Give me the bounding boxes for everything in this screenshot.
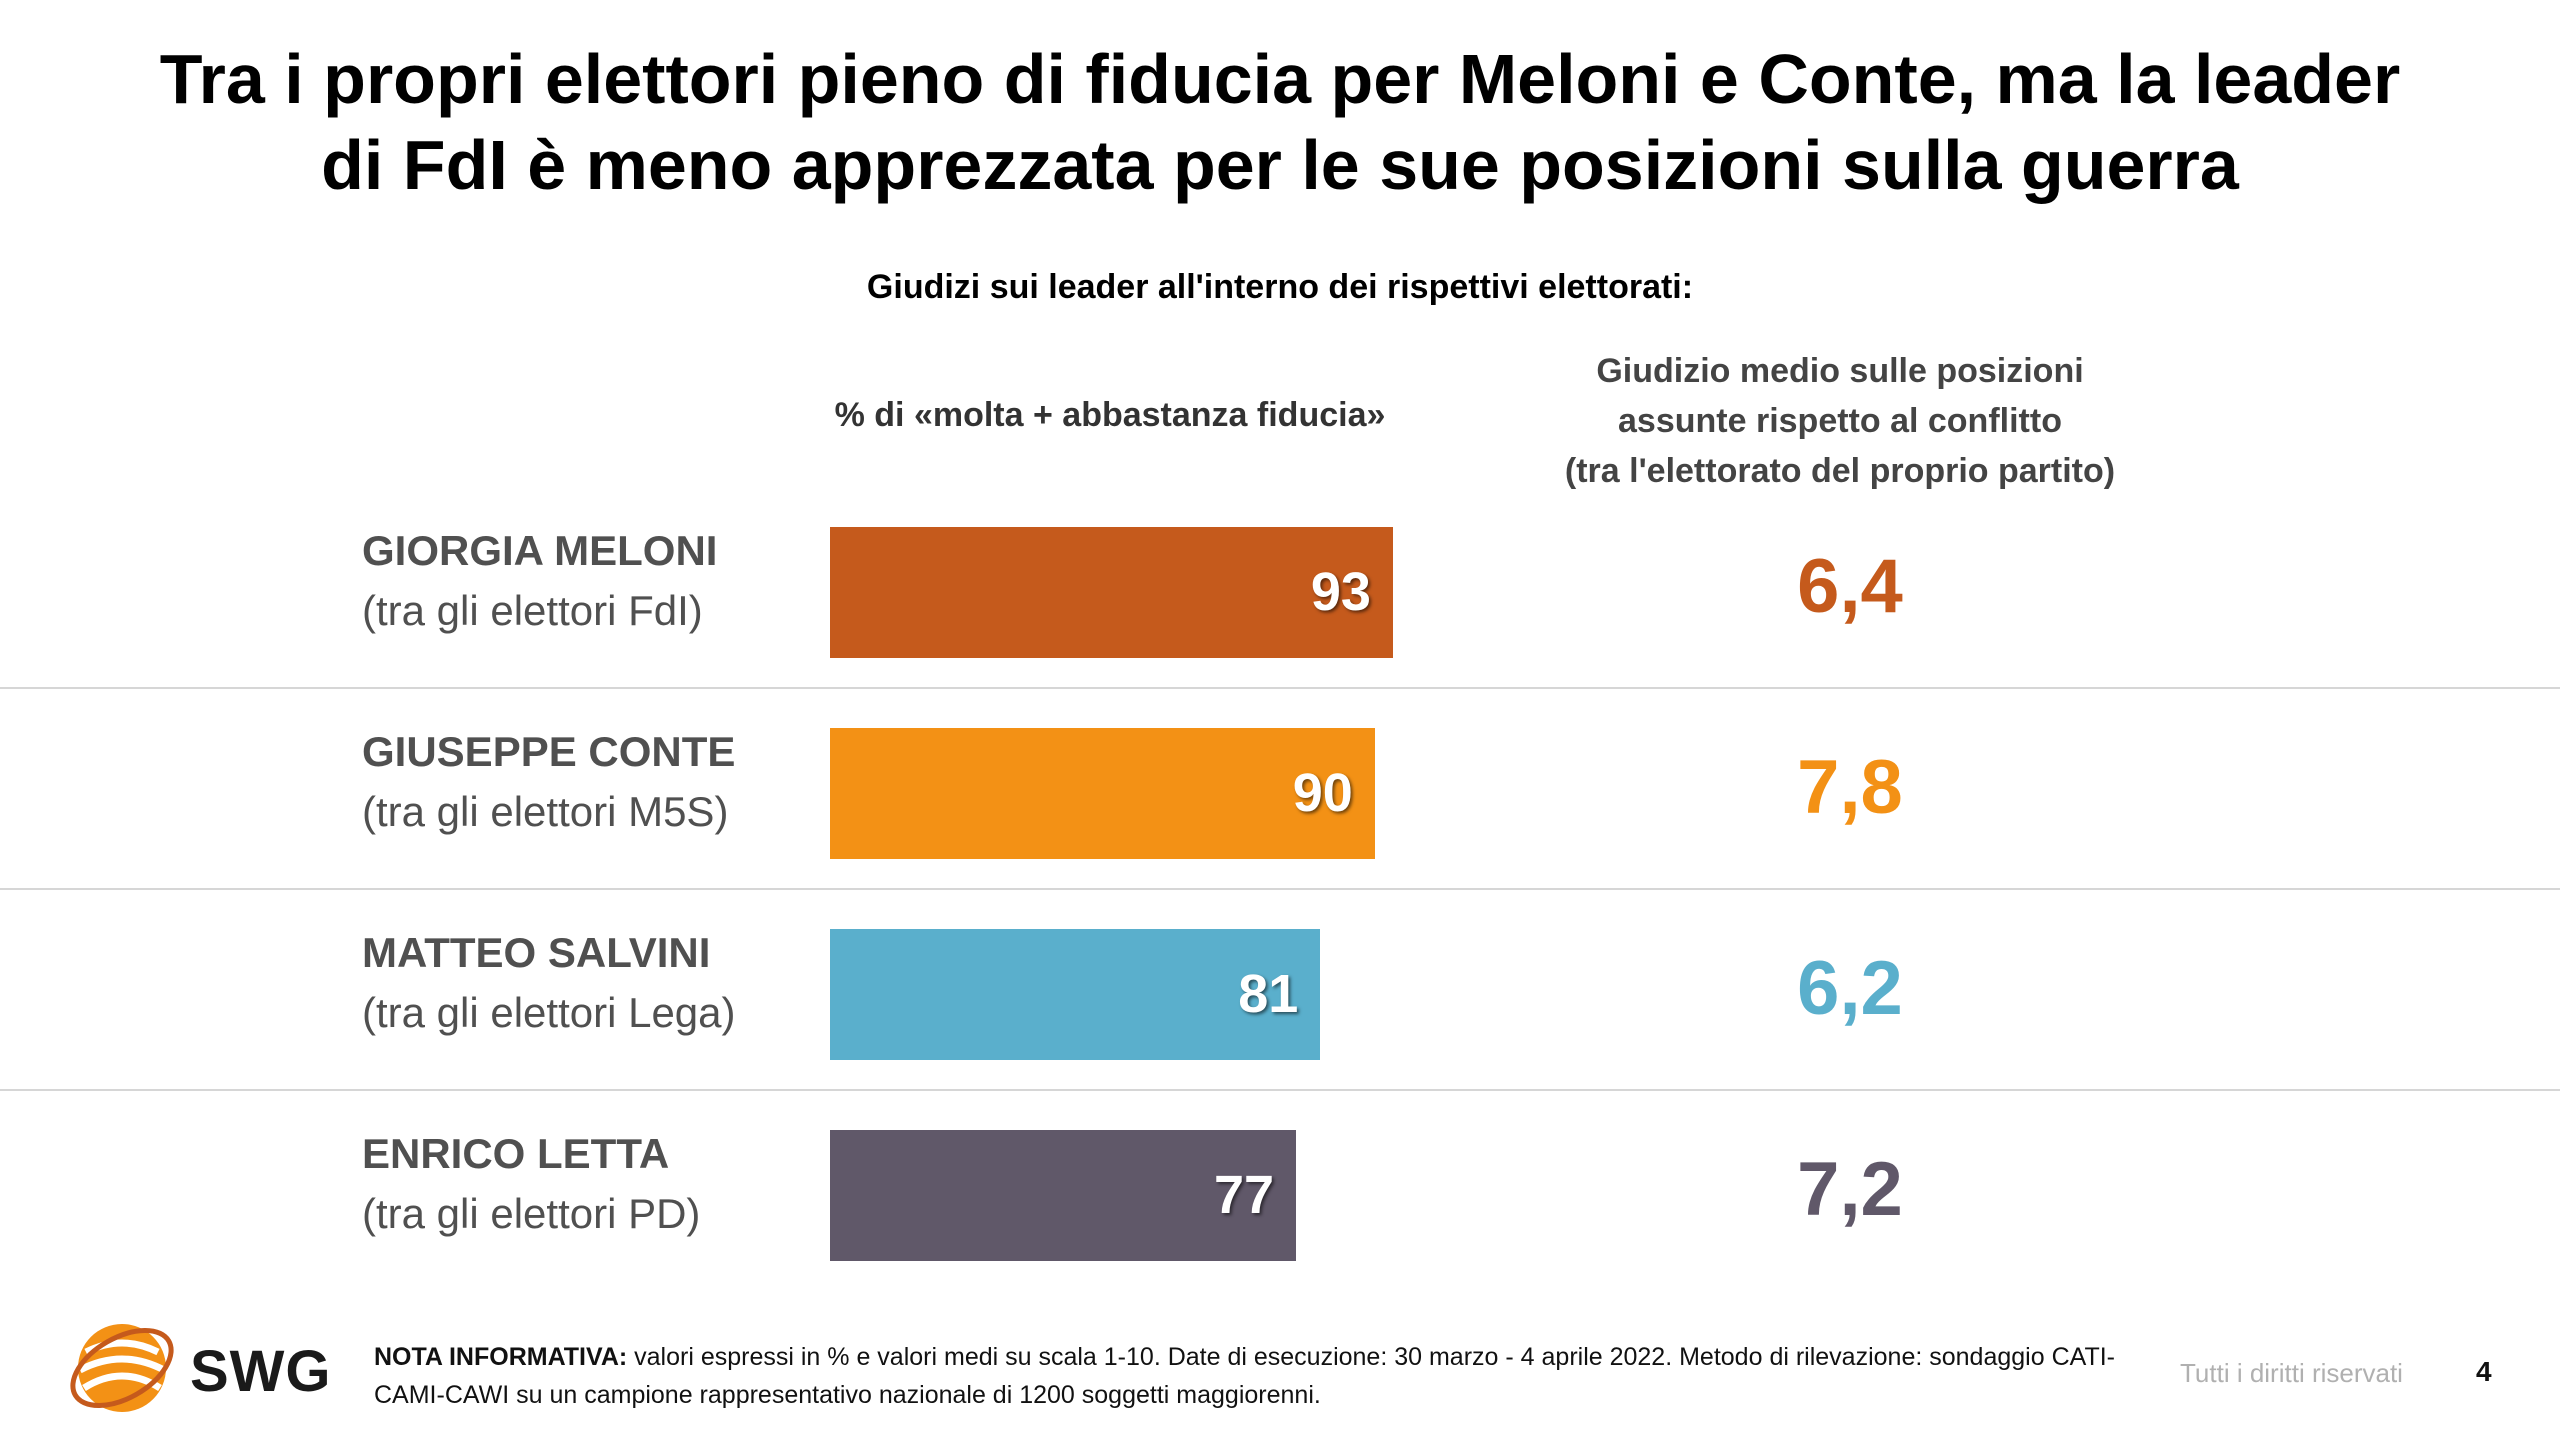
logo-text: SWG: [190, 1339, 332, 1404]
bar-value-label: 90: [1292, 763, 1353, 823]
bar: 93: [830, 527, 1393, 658]
leader-electorate: (tra gli elettori FdI): [362, 587, 703, 634]
column-header-score-line-3: (tra l'elettorato del proprio partito): [1564, 452, 2116, 490]
column-header-trust: % di «molta + abbastanza fiducia»: [834, 396, 1386, 434]
bar-value-label: 93: [1310, 562, 1371, 622]
leader-name: MATTEO SALVINI: [362, 929, 711, 976]
leader-name: GIUSEPPE CONTE: [362, 728, 736, 775]
bar-value-label: 77: [1214, 1165, 1275, 1225]
conflict-score: 6,2: [1797, 946, 1903, 1031]
conflict-score: 7,8: [1797, 745, 1903, 830]
page-number: 4: [2476, 1356, 2492, 1387]
leader-name: ENRICO LETTA: [362, 1130, 670, 1177]
leader-name: GIORGIA MELONI: [362, 527, 718, 574]
row-divider: [0, 888, 2560, 890]
leader-electorate: (tra gli elettori M5S): [362, 788, 729, 835]
column-header-score-line-1: Giudizio medio sulle posizioni: [1596, 352, 2084, 390]
title-line-1: Tra i propri elettori pieno di fiducia p…: [159, 40, 2401, 118]
conflict-score: 6,4: [1797, 544, 1903, 629]
row-divider: [0, 1089, 2560, 1091]
chart-subtitle: Giudizi sui leader all'interno dei rispe…: [866, 268, 1694, 306]
bar: 90: [830, 728, 1375, 859]
swg-logo-icon: [70, 1324, 174, 1412]
leader-electorate: (tra gli elettori PD): [362, 1190, 701, 1237]
page-title: Tra i propri elettori pieno di fiducia p…: [0, 36, 2560, 208]
note-label: NOTA INFORMATIVA:: [374, 1343, 628, 1371]
rights-text: Tutti i diritti riservati: [2180, 1358, 2403, 1388]
column-header-score: Giudizio medio sulle posizioni assunte r…: [1480, 346, 2200, 496]
bar-value-label: 81: [1238, 964, 1299, 1024]
note-text: valori espressi in % e valori medi su sc…: [374, 1343, 2115, 1409]
title-line-2: di FdI è meno apprezzata per le sue posi…: [321, 126, 2239, 204]
row-divider: [0, 687, 2560, 689]
methodology-note: NOTA INFORMATIVA: valori espressi in % e…: [374, 1338, 2134, 1414]
bar: 81: [830, 929, 1321, 1060]
bar: 77: [830, 1130, 1297, 1261]
conflict-score: 7,2: [1797, 1147, 1903, 1232]
leader-electorate: (tra gli elettori Lega): [362, 989, 736, 1036]
column-header-score-line-2: assunte rispetto al conflitto: [1618, 402, 2062, 440]
